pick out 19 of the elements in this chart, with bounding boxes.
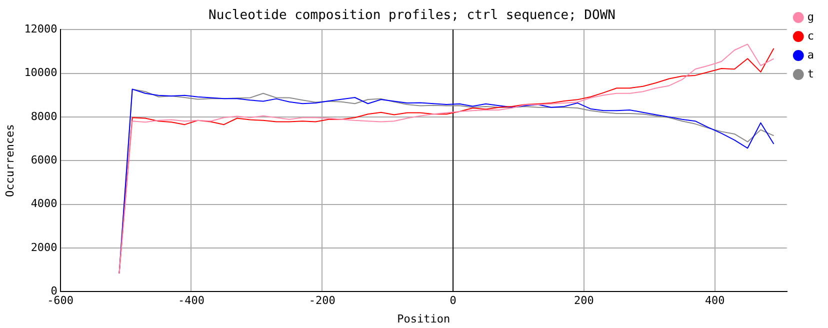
- x-tick-label: -400: [178, 294, 204, 308]
- y-axis-title: Occurrences: [3, 124, 16, 198]
- x-tick-label: -600: [47, 294, 74, 308]
- x-tick-label: 0: [450, 294, 456, 308]
- y-tick-label: 8000: [30, 110, 58, 123]
- legend-label: c: [807, 29, 814, 42]
- x-tick-label: -200: [308, 294, 336, 308]
- legend-label: t: [807, 67, 814, 80]
- y-tick-label: 4000: [30, 197, 58, 210]
- y-tick-label: 6000: [30, 153, 58, 166]
- y-tick-label: 10000: [24, 66, 58, 80]
- x-tick-label: 400: [704, 294, 725, 308]
- x-axis-title: Position: [397, 312, 450, 326]
- legend-label: g: [807, 10, 814, 24]
- y-tick-label: 2000: [30, 240, 58, 254]
- x-tick-label: 200: [574, 294, 594, 308]
- legend-label: a: [807, 48, 814, 62]
- chart-title: Nucleotide composition profiles; ctrl sequence; DOWN: [208, 8, 616, 24]
- y-tick-label: 12000: [24, 22, 58, 36]
